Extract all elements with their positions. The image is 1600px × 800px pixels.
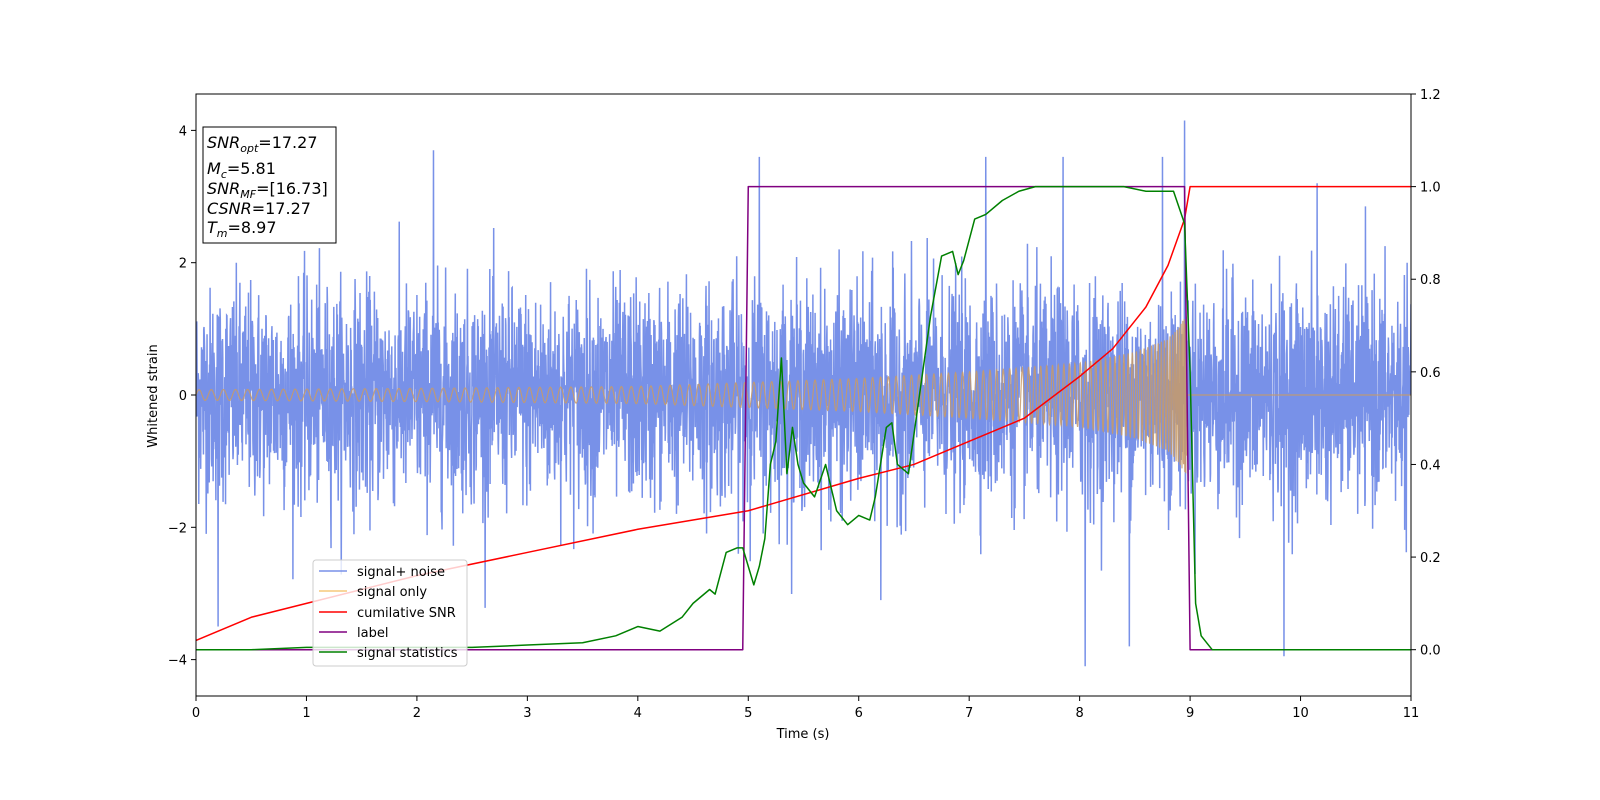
info-snr-mf: SNRMF=[16.73] [207,179,328,201]
legend-label: label [357,626,388,641]
x-tick-label: 3 [523,706,531,721]
y-right-tick-label: 0.2 [1420,551,1441,566]
y-right-tick-label: 0.0 [1420,644,1441,659]
y-left-tick-label: 0 [179,389,187,404]
y-right-tick-label: 1.0 [1420,181,1441,196]
x-tick-label: 1 [302,706,310,721]
y-right-axis-ticks: 0.0 0.2 0.4 0.6 0.8 1.0 1.2 [1411,88,1441,659]
info-mc: Mc=5.81 [207,159,276,181]
y-left-tick-label: 2 [179,257,187,272]
legend-item-cumulative-snr: cumilative SNR [319,606,456,621]
legend-label: cumilative SNR [357,606,456,621]
y-left-axis-ticks: −4 −2 0 2 4 [168,124,196,669]
series-signal-statistics-line [196,185,1411,651]
x-tick-label: 8 [1075,706,1083,721]
info-snr-opt: SNRopt=17.27 [207,133,318,155]
y-left-tick-label: −4 [168,654,187,669]
y-right-tick-label: 0.6 [1420,366,1441,381]
y-right-tick-label: 0.4 [1420,458,1441,473]
y-right-tick-label: 1.2 [1420,88,1441,103]
y-left-tick-label: 4 [179,124,187,139]
x-tick-label: 4 [634,706,642,721]
x-axis-ticks: 0 1 2 3 4 5 6 7 8 9 10 11 [192,696,1419,721]
legend-item-label: label [319,626,388,641]
info-csnr: CSNR=17.27 [207,199,311,218]
info-box-frame [202,126,337,244]
series-signal-only-line [196,316,1411,474]
x-tick-label: 10 [1292,706,1309,721]
series-signal-noise-line [196,120,1411,667]
legend-item-signal-only: signal only [319,585,427,600]
legend-label: signal+ noise [357,565,445,580]
legend-frame [312,559,468,667]
y-right-tick-label: 0.8 [1420,273,1441,288]
x-tick-label: 7 [965,706,973,721]
legend: signal+ noise signal only cumilative SNR… [312,559,468,667]
info-tm: Tm=8.97 [207,218,277,240]
y-axis-label: Whitened strain [146,344,161,447]
x-axis-label: Time (s) [776,727,830,742]
legend-item-signal-statistics: signal statistics [319,646,458,661]
x-tick-label: 9 [1186,706,1194,721]
y-left-tick-label: −2 [168,521,187,536]
legend-label: signal statistics [357,646,458,661]
x-tick-label: 6 [855,706,863,721]
x-tick-label: 0 [192,706,200,721]
x-tick-label: 11 [1403,706,1420,721]
legend-label: signal only [357,585,427,600]
x-tick-label: 5 [744,706,752,721]
x-tick-label: 2 [413,706,421,721]
legend-item-signal-noise: signal+ noise [319,565,445,580]
info-box: SNRopt=17.27 Mc=5.81 SNRMF=[16.73] CSNR=… [202,126,337,244]
